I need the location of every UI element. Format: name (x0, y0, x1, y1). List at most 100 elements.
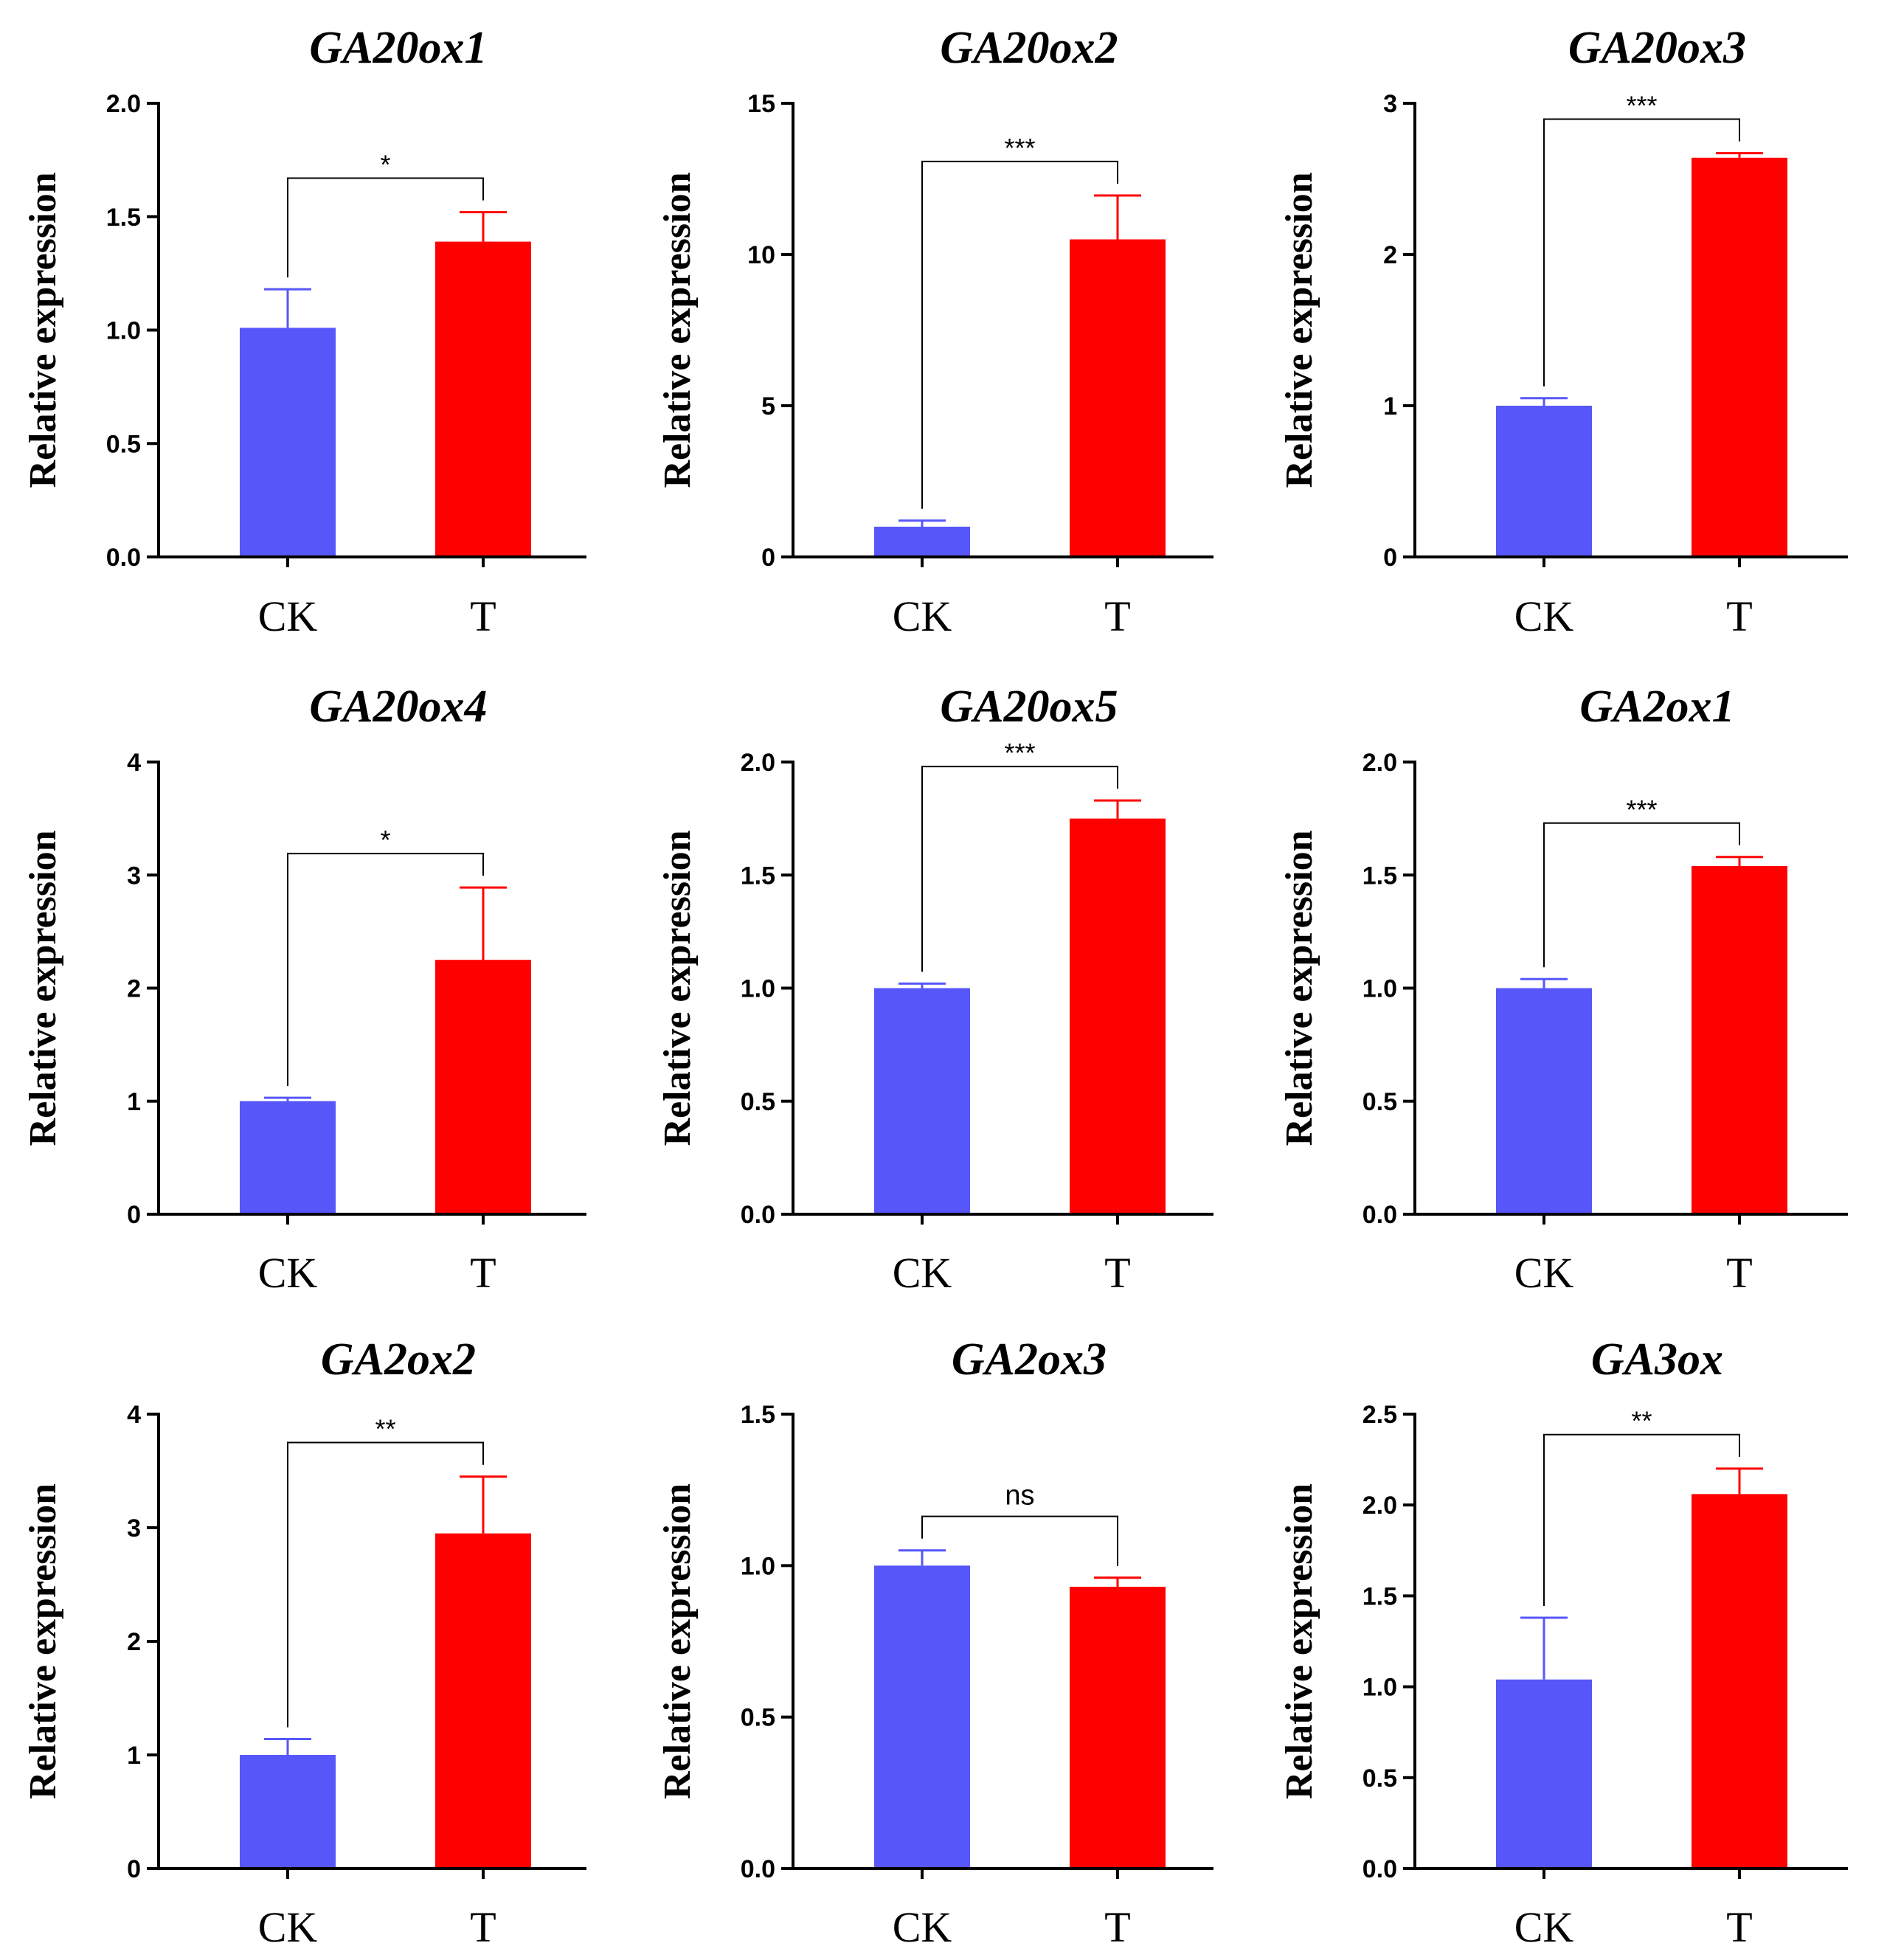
significance-label: *** (1004, 133, 1035, 163)
panel-title: GA20ox3 (1568, 23, 1746, 73)
x-tick-label-ck: CK (893, 1249, 952, 1297)
y-tick-label: 0.5 (1363, 1088, 1397, 1116)
y-tick-label: 1.0 (106, 317, 141, 345)
y-axis-label: Relative expression (657, 1483, 699, 1799)
bar-t (435, 1533, 531, 1869)
panel-title: GA20ox4 (309, 682, 487, 732)
y-tick-label: 0.0 (1363, 1201, 1397, 1229)
panel-ga20ox4: GA20ox4 Relative expression CK T 0 1 2 3 4 * (22, 682, 586, 1297)
y-axis-label: Relative expression (22, 1483, 64, 1799)
bar-t (435, 960, 531, 1214)
significance-label: ns (1005, 1481, 1034, 1511)
bar-ck (240, 328, 336, 557)
y-tick-label: 0.5 (106, 430, 141, 458)
x-tick-label-t: T (1104, 592, 1130, 640)
y-tick-label: 2 (127, 975, 141, 1003)
x-tick-label-t: T (1726, 1903, 1752, 1951)
bar-ck (874, 527, 970, 557)
significance-label: ** (375, 1414, 395, 1444)
y-tick-label: 1.5 (741, 862, 775, 890)
bar-ck (1496, 1679, 1592, 1869)
y-axis-label: Relative expression (22, 830, 64, 1146)
y-tick-label: 1.0 (741, 975, 775, 1003)
y-axis-label: Relative expression (22, 172, 64, 488)
y-tick-label: 1 (127, 1088, 141, 1116)
y-tick-label: 0.0 (106, 544, 141, 572)
y-tick-label: 2.0 (1363, 749, 1397, 777)
x-tick-label-ck: CK (1514, 592, 1574, 640)
y-axis-label: Relative expression (1278, 830, 1320, 1146)
significance-label: * (380, 825, 390, 855)
y-tick-label: 1.5 (106, 204, 141, 232)
y-tick-label: 0.0 (1363, 1855, 1397, 1883)
y-axis-label: Relative expression (1278, 172, 1320, 488)
bar-t (435, 241, 531, 557)
y-tick-label: 1.5 (1363, 1582, 1397, 1610)
significance-label: *** (1004, 738, 1035, 768)
x-tick-label-t: T (470, 1903, 496, 1951)
y-tick-label: 1 (127, 1742, 141, 1770)
y-axis-label: Relative expression (657, 172, 699, 488)
y-axis-label: Relative expression (1278, 1483, 1320, 1799)
panel-title: GA3ox (1591, 1334, 1723, 1385)
bar-t (1070, 239, 1166, 557)
significance-bracket (287, 1441, 484, 1728)
y-tick-label: 0.0 (741, 1201, 775, 1229)
y-tick-label: 0 (127, 1855, 141, 1883)
y-tick-label: 3 (127, 1514, 141, 1542)
panel-title: GA20ox2 (940, 23, 1118, 73)
panel-title: GA2ox3 (952, 1334, 1107, 1385)
bar-ck (240, 1101, 336, 1214)
x-tick-label-t: T (1104, 1249, 1130, 1297)
x-tick-label-t: T (1104, 1903, 1130, 1951)
bar-ck (1496, 988, 1592, 1214)
y-tick-label: 2.0 (1363, 1492, 1397, 1520)
significance-bracket (1543, 1433, 1740, 1606)
y-tick-label: 2.0 (106, 90, 141, 118)
significance-bracket (921, 160, 1118, 509)
bar-ck (874, 988, 970, 1214)
significance-label: *** (1626, 91, 1657, 121)
y-tick-label: 0 (761, 544, 775, 572)
y-tick-label: 0.0 (741, 1855, 775, 1883)
y-tick-label: 0 (1383, 544, 1397, 572)
x-tick-label-t: T (1726, 592, 1752, 640)
panel-title: GA2ox2 (321, 1334, 476, 1385)
x-tick-label-t: T (470, 592, 496, 640)
x-tick-label-t: T (1726, 1249, 1752, 1297)
panel-ga2ox2: GA2ox2 Relative expression CK T 0 1 2 3 4 ** (22, 1334, 586, 1951)
x-tick-label-ck: CK (258, 1249, 318, 1297)
panel-ga2ox1: GA2ox1 Relative expression CK T 0.0 0.5 1.0 1.5… (1278, 682, 1848, 1297)
y-tick-label: 2.5 (1363, 1401, 1397, 1429)
y-tick-label: 1.0 (1363, 975, 1397, 1003)
panel-ga20ox5: GA20ox5 Relative expression CK T 0.0 0.5 1.0 1.… (657, 682, 1213, 1297)
significance-bracket (1543, 822, 1740, 968)
y-tick-label: 1 (1383, 392, 1397, 420)
y-tick-label: 1.0 (1363, 1674, 1397, 1702)
significance-label: * (380, 149, 390, 179)
x-tick-label-ck: CK (1514, 1249, 1574, 1297)
y-tick-label: 3 (127, 862, 141, 890)
bar-ck (240, 1755, 336, 1869)
y-tick-label: 1.5 (1363, 862, 1397, 890)
y-tick-label: 0.5 (741, 1088, 775, 1116)
y-tick-label: 0.5 (741, 1704, 775, 1732)
x-tick-label-ck: CK (893, 592, 952, 640)
panel-title: GA2ox1 (1579, 682, 1734, 732)
bar-t (1692, 1494, 1787, 1869)
y-axis-label: Relative expression (657, 830, 699, 1146)
x-tick-label-ck: CK (1514, 1903, 1574, 1951)
significance-bracket (921, 1515, 1118, 1566)
significance-bracket (1543, 118, 1740, 387)
bar-t (1692, 157, 1787, 558)
panel-title: GA20ox5 (940, 682, 1118, 732)
x-tick-label-t: T (470, 1249, 496, 1297)
panel-ga3ox: GA3ox Relative expression CK T 0.0 0.5 1.0 1.5 2… (1278, 1334, 1848, 1951)
y-tick-label: 0 (127, 1201, 141, 1229)
panel-ga2ox3: GA2ox3 Relative expression CK T 0.0 0.5 1.0 1.5… (657, 1334, 1213, 1951)
panel-ga20ox2: GA20ox2 Relative expression CK T 0 5 10 15 *** (657, 23, 1213, 640)
bar-t (1692, 865, 1787, 1214)
y-tick-label: 1.5 (741, 1401, 775, 1429)
x-tick-label-ck: CK (893, 1903, 952, 1951)
significance-bracket (287, 853, 484, 1087)
